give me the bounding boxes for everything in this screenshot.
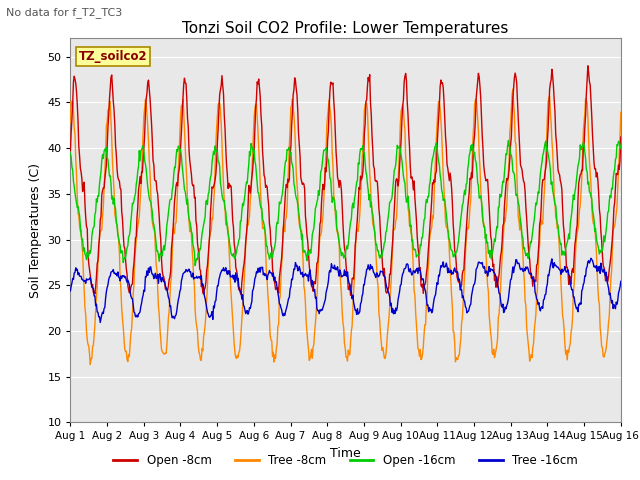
X-axis label: Time: Time (330, 447, 361, 460)
Text: No data for f_T2_TC3: No data for f_T2_TC3 (6, 7, 123, 18)
Legend: Open -8cm, Tree -8cm, Open -16cm, Tree -16cm: Open -8cm, Tree -8cm, Open -16cm, Tree -… (109, 449, 582, 472)
Title: Tonzi Soil CO2 Profile: Lower Temperatures: Tonzi Soil CO2 Profile: Lower Temperatur… (182, 21, 509, 36)
Text: TZ_soilco2: TZ_soilco2 (79, 50, 147, 63)
Y-axis label: Soil Temperatures (C): Soil Temperatures (C) (29, 163, 42, 298)
